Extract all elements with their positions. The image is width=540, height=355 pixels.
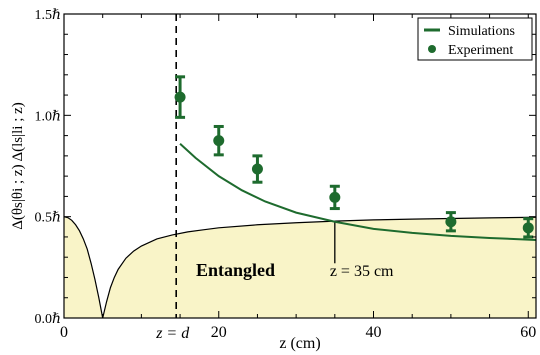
y-tick-label: 0.5ℏ	[34, 211, 61, 226]
legend: Simulations Experiment	[417, 17, 533, 61]
simulation-curve	[179, 142, 537, 241]
experiment-point	[174, 91, 186, 103]
legend-dot-swatch	[428, 45, 436, 53]
plot-frame	[63, 13, 537, 319]
y-tick-label: 1.5ℏ	[34, 8, 61, 23]
x-axis-label: z (cm)	[279, 335, 320, 352]
z-35-label: z = 35 cm	[330, 263, 394, 280]
y-axis-label: Δ(θs|θi ; z) Δ(ls|li ; z)	[10, 102, 26, 230]
z-equals-d-label: z = d	[155, 325, 190, 342]
legend-label: Experiment	[448, 43, 513, 58]
experiment-point	[522, 222, 534, 234]
entangled-region	[64, 216, 536, 318]
experiment-point	[213, 135, 225, 147]
experiment-point	[329, 191, 341, 203]
legend-box	[417, 17, 533, 61]
y-tick-label: 1.0ℏ	[34, 109, 61, 124]
entangled-label: Entangled	[196, 260, 275, 280]
tick-labels: 0 20 40 60 0.0ℏ 0.5ℏ 1.0ℏ 1.5ℏ	[34, 8, 536, 341]
experiment-point	[445, 216, 457, 228]
x-tick-label: 40	[366, 324, 382, 341]
legend-label: Simulations	[448, 24, 515, 39]
experiment-points	[174, 75, 534, 239]
x-tick-label: 0	[60, 324, 68, 341]
experiment-point	[251, 163, 263, 175]
x-tick-label: 60	[520, 324, 536, 341]
x-tick-label: 20	[211, 324, 227, 341]
y-tick-label: 0.0ℏ	[34, 312, 61, 327]
